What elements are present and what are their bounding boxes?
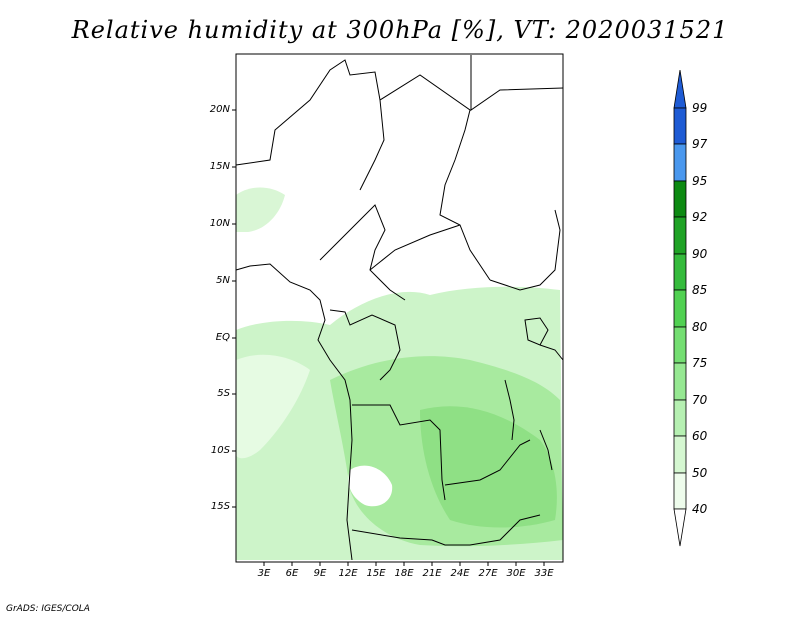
lon-label-3e: 3E xyxy=(257,568,271,579)
colorbar-segment-50-60 xyxy=(673,435,687,474)
coastline-west xyxy=(235,263,353,561)
lat-label-20n: 20N xyxy=(209,104,230,115)
lake-victoria xyxy=(524,317,549,346)
colorbar-label-90: 90 xyxy=(692,247,708,261)
lon-label-15e: 15E xyxy=(366,568,386,579)
border-congo xyxy=(329,309,401,381)
colorbar-segment-60-70 xyxy=(673,399,687,437)
colorbar-segment-75-80 xyxy=(673,326,687,364)
humidity-field xyxy=(236,187,563,560)
colorbar-segment-95-97 xyxy=(673,143,687,182)
colorbar-bottom-arrow xyxy=(673,508,687,547)
lon-label-21e: 21E xyxy=(422,568,442,579)
lat-ticks xyxy=(232,109,236,508)
colorbar-label-92: 92 xyxy=(692,210,708,224)
lake-malawi xyxy=(539,429,553,471)
lat-label-5s: 5S xyxy=(217,388,230,399)
colorbar-label-75: 75 xyxy=(692,356,708,370)
colorbar-label-70: 70 xyxy=(692,393,708,407)
colorbar-segment-70-75 xyxy=(673,362,687,401)
lat-label-5n: 5N xyxy=(216,275,230,286)
colorbar-label-85: 85 xyxy=(692,283,708,297)
colorbar-label-95: 95 xyxy=(692,174,708,188)
lat-label-10n: 10N xyxy=(209,218,230,229)
borders xyxy=(235,55,564,561)
border-north xyxy=(235,59,385,191)
humidity-area-west xyxy=(236,354,310,459)
humidity-area-dry xyxy=(348,465,393,507)
lon-label-9e: 9E xyxy=(313,568,327,579)
colorbar-label-99: 99 xyxy=(692,101,708,115)
humidity-area-north xyxy=(236,187,285,232)
colorbar-segment-80-85 xyxy=(673,289,687,328)
lon-label-33e: 33E xyxy=(534,568,554,579)
border-car xyxy=(369,224,461,271)
colorbar-label-60: 60 xyxy=(692,429,708,443)
humidity-area-east xyxy=(420,406,557,528)
colorbar-segment-97-99 xyxy=(673,107,687,145)
lon-label-27e: 27E xyxy=(478,568,498,579)
map-title: Relative humidity at 300hPa [%], VT: 202… xyxy=(71,16,729,44)
colorbar-segment-85-90 xyxy=(673,253,687,291)
lon-label-24e: 24E xyxy=(450,568,470,579)
lat-label-10s: 10S xyxy=(210,445,230,456)
colorbar-label-40: 40 xyxy=(692,502,708,516)
lon-label-30e: 30E xyxy=(506,568,526,579)
colorbar xyxy=(673,69,687,547)
lat-label-15n: 15N xyxy=(209,161,230,172)
colorbar-top-arrow xyxy=(673,69,687,109)
border-chad xyxy=(379,74,491,281)
lon-label-18e: 18E xyxy=(394,568,414,579)
map-frame xyxy=(235,53,564,563)
border-sudan xyxy=(489,209,561,291)
lon-label-12e: 12E xyxy=(338,568,358,579)
footer-credit: GrADS: IGES/COLA xyxy=(6,604,90,614)
lake-tanganyika xyxy=(504,379,515,441)
colorbar-label-80: 80 xyxy=(692,320,708,334)
border-east-coast xyxy=(539,344,564,361)
border-east xyxy=(470,55,564,111)
colorbar-segment-40-50 xyxy=(673,472,687,510)
border-zambia xyxy=(444,439,531,486)
lon-label-6e: 6E xyxy=(285,568,299,579)
colorbar-label-97: 97 xyxy=(692,137,708,151)
border-south xyxy=(351,514,541,546)
lon-ticks xyxy=(263,562,545,566)
colorbar-segment-92-95 xyxy=(673,180,687,218)
lat-label-eq: EQ xyxy=(215,332,230,343)
border-cameroon xyxy=(319,204,406,301)
lat-label-15s: 15S xyxy=(210,501,230,512)
colorbar-label-50: 50 xyxy=(692,466,708,480)
border-drc-angola xyxy=(352,404,446,501)
colorbar-segment-90-92 xyxy=(673,216,687,255)
